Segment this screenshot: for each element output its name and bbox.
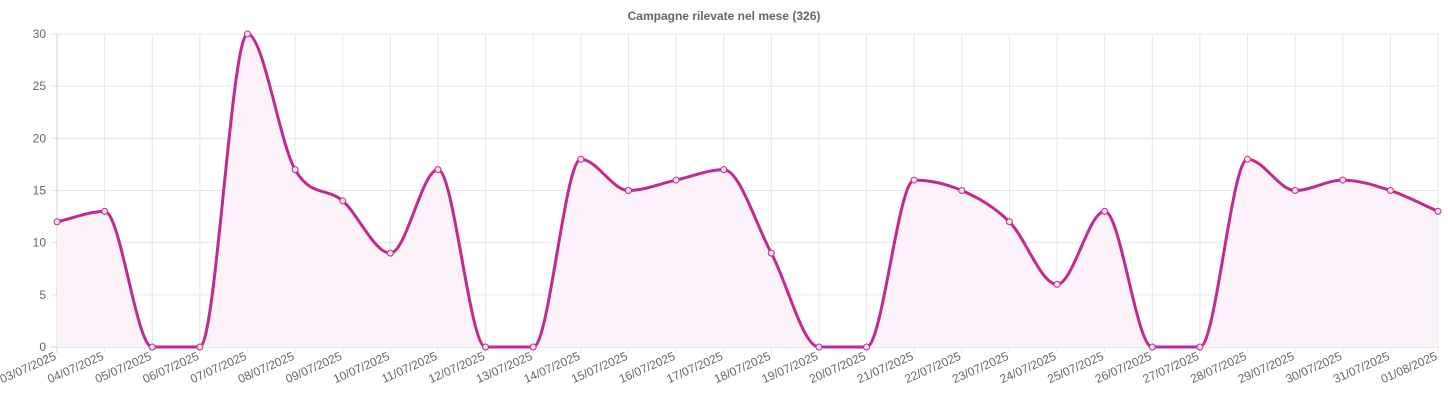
data-point[interactable]	[148, 343, 156, 351]
data-point[interactable]	[386, 249, 394, 257]
data-point[interactable]	[1291, 187, 1299, 194]
data-point[interactable]	[958, 187, 966, 194]
data-point[interactable]	[434, 166, 442, 174]
y-tick-label: 30	[33, 27, 47, 41]
data-point[interactable]	[1244, 155, 1252, 163]
y-tick-label: 25	[33, 79, 47, 93]
data-point[interactable]	[1339, 176, 1347, 184]
data-point[interactable]	[672, 176, 680, 184]
y-tick-label: 0	[39, 340, 46, 354]
data-point[interactable]	[863, 343, 871, 351]
data-point[interactable]	[815, 343, 823, 351]
series-area	[57, 34, 1438, 347]
data-point[interactable]	[624, 187, 632, 194]
data-point[interactable]	[577, 155, 585, 163]
data-point[interactable]	[1148, 343, 1156, 351]
data-point[interactable]	[1386, 187, 1394, 194]
points-layer	[53, 30, 1442, 351]
data-point[interactable]	[529, 343, 537, 351]
data-point[interactable]	[101, 207, 109, 215]
y-axis-ticks: 0 5 10 15 20 25 30	[33, 27, 47, 354]
data-point[interactable]	[1101, 207, 1109, 215]
data-point[interactable]	[1434, 207, 1442, 215]
data-point[interactable]	[243, 30, 251, 38]
data-point[interactable]	[196, 343, 204, 351]
data-point[interactable]	[53, 218, 61, 226]
y-tick-label: 10	[33, 236, 47, 250]
data-point[interactable]	[1053, 280, 1061, 288]
data-point[interactable]	[910, 176, 918, 184]
y-tick-label: 15	[33, 184, 47, 198]
chart-title: Campagne rilevate nel mese (326)	[628, 9, 821, 23]
data-point[interactable]	[767, 249, 775, 257]
area-layer	[57, 34, 1438, 347]
data-point[interactable]	[1196, 343, 1204, 351]
data-point[interactable]	[291, 166, 299, 174]
x-axis-ticks: 03/07/202504/07/202505/07/202506/07/2025…	[0, 349, 1440, 386]
y-tick-label: 5	[39, 288, 46, 302]
data-point[interactable]	[1005, 218, 1013, 226]
y-tick-label: 20	[33, 131, 47, 145]
data-point[interactable]	[339, 197, 347, 205]
data-point[interactable]	[720, 166, 728, 174]
data-point[interactable]	[482, 343, 490, 351]
